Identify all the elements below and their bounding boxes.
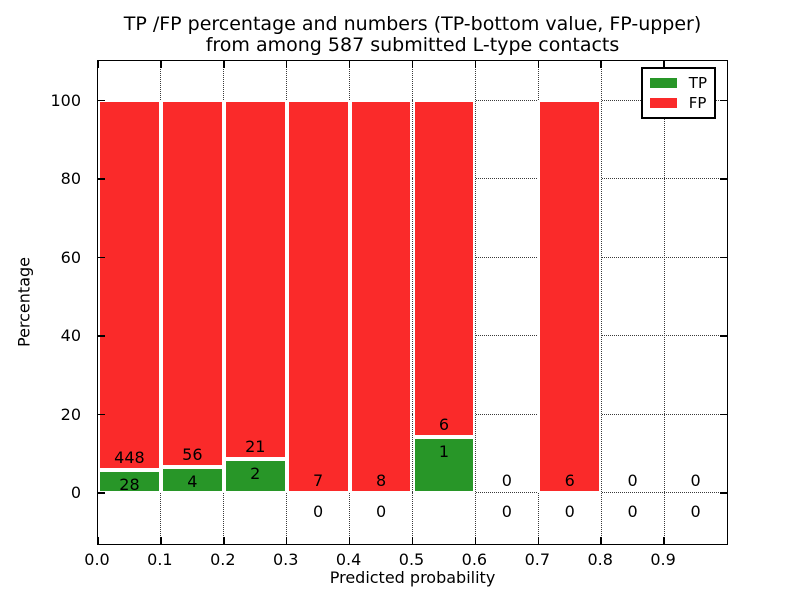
tp-count-label-0.9-1.0: 0 — [690, 501, 701, 521]
gridline-x-0.8 — [600, 61, 602, 544]
x-tick-bottom-0.7 — [537, 537, 540, 544]
legend: TP FP — [640, 67, 716, 119]
x-tick-top-0.0 — [97, 61, 99, 68]
tp-count-label-0.0-0.1: 28 — [119, 474, 140, 494]
fp-count-label-0.6-0.7: 0 — [501, 470, 512, 490]
fp-count-label-0.5-0.6: 6 — [438, 414, 450, 434]
x-tick-top-0.9 — [663, 61, 665, 68]
x-tick-bottom-0.9 — [663, 537, 665, 544]
fp-count-label-0.0-0.1: 448 — [114, 447, 145, 467]
y-tick-label-40: 40 — [60, 326, 81, 346]
x-tick-label-0.1: 0.1 — [147, 550, 173, 569]
x-tick-bottom-0.6 — [474, 537, 477, 544]
x-tick-bottom-0.3 — [285, 537, 288, 544]
tp-count-label-0.4-0.5: 0 — [375, 501, 387, 521]
tp-count-label-0.1-0.2: 4 — [187, 471, 198, 491]
tp-count-label-0.7-0.8: 0 — [564, 501, 575, 521]
legend-row-fp: FP — [649, 93, 707, 113]
x-tick-label-0.8: 0.8 — [587, 550, 613, 569]
y-tick-labels: 0 20 40 60 80 100 — [0, 60, 89, 545]
chart-title-line-1: TP /FP percentage and numbers (TP-bottom… — [123, 13, 702, 35]
tp-count-label-0.5-0.6: 1 — [438, 441, 450, 461]
y-tick-label-100: 100 — [50, 90, 81, 110]
y-tick-right-80 — [720, 178, 727, 180]
x-tick-bottom-0.4 — [348, 537, 351, 544]
tp-count-label-0.2-0.3: 2 — [250, 463, 261, 483]
x-tick-label-0.0: 0.0 — [84, 550, 110, 569]
x-tick-top-0.7 — [537, 61, 540, 68]
y-tick-label-80: 80 — [60, 169, 81, 189]
x-tick-top-0.3 — [285, 61, 288, 68]
y-tick-label-60: 60 — [60, 247, 81, 267]
bar-fp-0.2-0.3 — [223, 100, 287, 459]
y-tick-right-40 — [720, 335, 727, 337]
chart-title-line-2: from among 587 submitted L-type contacts — [205, 34, 620, 56]
gridline-x-0.6 — [474, 61, 476, 544]
bar-fp-0.0-0.1 — [98, 100, 161, 470]
y-tick-left-20 — [98, 413, 105, 416]
fp-count-label-0.7-0.8: 6 — [564, 470, 575, 490]
y-tick-right-0 — [720, 492, 727, 494]
legend-row-tp: TP — [649, 73, 707, 93]
x-tick-bottom-0.5 — [411, 537, 414, 544]
x-tick-top-0.8 — [600, 61, 602, 68]
plot-area: TP FP 448 28 56 4 21 2 7 0 8 0 6 1 0 0 6 0 0 0 0 0 — [97, 60, 728, 545]
bar-fp-0.5-0.6 — [412, 100, 476, 437]
legend-swatch-tp — [649, 78, 677, 88]
bar-tp-0.2-0.3 — [223, 458, 287, 493]
legend-label-fp: FP — [688, 94, 707, 112]
x-tick-bottom-0.8 — [600, 537, 602, 544]
fp-count-label-0.9-1.0: 0 — [690, 470, 701, 490]
x-tick-bottom-0.2 — [223, 537, 225, 544]
y-tick-left-40 — [98, 335, 105, 337]
x-tick-top-0.5 — [411, 61, 414, 68]
x-tick-top-0.4 — [348, 61, 351, 68]
legend-swatch-fp — [649, 98, 677, 108]
fp-count-label-0.3-0.4: 7 — [313, 470, 324, 490]
x-axis-label: Predicted probability — [329, 568, 496, 587]
tp-count-label-0.6-0.7: 0 — [501, 501, 512, 521]
x-tick-labels: 0.0 0.1 0.2 0.3 0.4 0.5 0.6 0.7 0.8 0.9 — [84, 545, 728, 573]
gridline-x-0.9 — [663, 61, 665, 544]
bar-fp-0.7-0.8 — [538, 100, 602, 493]
x-tick-label-0.9: 0.9 — [650, 550, 676, 569]
bar-fp-0.1-0.2 — [160, 100, 224, 467]
bar-tp-0.5-0.6 — [412, 436, 476, 493]
y-tick-label-0: 0 — [70, 483, 81, 503]
bar-fp-0.3-0.4 — [286, 100, 350, 493]
legend-label-tp: TP — [688, 74, 707, 92]
chart-title: TP /FP percentage and numbers (TP-bottom… — [97, 14, 728, 56]
bar-fp-0.4-0.5 — [349, 100, 413, 493]
x-tick-top-0.2 — [223, 61, 225, 68]
fp-count-label-0.2-0.3: 21 — [245, 436, 266, 456]
x-tick-label-0.6: 0.6 — [461, 550, 488, 569]
bar-tp-0.1-0.2 — [160, 466, 224, 493]
x-tick-label-0.7: 0.7 — [524, 550, 551, 569]
x-tick-top-0.1 — [160, 61, 162, 68]
tp-count-label-0.3-0.4: 0 — [313, 501, 324, 521]
tp-count-label-0.8-0.9: 0 — [627, 501, 638, 521]
y-tick-label-20: 20 — [60, 404, 81, 424]
y-tick-left-0 — [98, 492, 105, 494]
y-tick-left-60 — [98, 256, 105, 259]
y-tick-left-100 — [98, 99, 105, 102]
x-tick-label-0.2: 0.2 — [210, 550, 236, 569]
x-tick-label-0.5: 0.5 — [398, 550, 425, 569]
x-tick-bottom-0.0 — [97, 537, 99, 544]
y-tick-right-60 — [720, 256, 727, 259]
x-tick-top-0.6 — [474, 61, 477, 68]
fp-count-label-0.4-0.5: 8 — [375, 470, 387, 490]
x-tick-label-0.4: 0.4 — [335, 550, 362, 569]
bar-tp-0.0-0.1 — [98, 469, 161, 493]
fp-count-label-0.8-0.9: 0 — [627, 470, 638, 490]
fp-count-label-0.1-0.2: 56 — [182, 444, 203, 464]
x-tick-bottom-0.1 — [160, 537, 162, 544]
y-tick-right-100 — [720, 99, 727, 102]
y-tick-right-20 — [720, 413, 727, 416]
y-tick-left-80 — [98, 178, 105, 180]
x-tick-label-0.3: 0.3 — [272, 550, 299, 569]
